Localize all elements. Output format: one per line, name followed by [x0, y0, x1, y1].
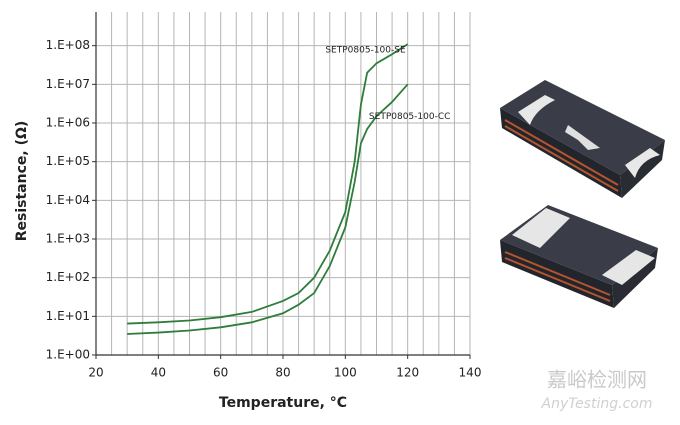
y-axis-title: Resistance, (Ω)	[14, 121, 30, 242]
y-tick-label: 1.E+00	[46, 348, 90, 362]
y-tick-label: 1.E+08	[46, 38, 90, 52]
watermark-cn: 嘉峪检测网	[547, 368, 647, 392]
series-line	[127, 43, 409, 325]
series-line	[127, 83, 409, 335]
x-tick-label: 120	[396, 366, 419, 380]
x-tick-label: 60	[213, 366, 228, 380]
product-image	[500, 80, 665, 308]
y-tick-label: 1.E+02	[46, 270, 90, 284]
series-label: SETP0805-100-CC	[369, 112, 450, 122]
y-tick-label: 1.E+01	[46, 309, 90, 323]
x-axis-title: Temperature, °C	[219, 395, 347, 411]
x-tick-label: 20	[88, 366, 103, 380]
x-tick-label: 100	[334, 366, 357, 380]
series-label: SETP0805-100-SE	[325, 46, 406, 56]
x-tick-label: 40	[151, 366, 166, 380]
y-tick-label: 1.E+04	[46, 193, 90, 207]
y-tick-label: 1.E+07	[46, 77, 90, 91]
y-tick-label: 1.E+06	[46, 116, 90, 130]
watermark-en: AnyTesting.com	[541, 396, 653, 412]
y-tick-label: 1.E+03	[46, 232, 90, 246]
y-tick-label: 1.E+05	[46, 154, 90, 168]
x-tick-label: 140	[459, 366, 482, 380]
x-tick-label: 80	[275, 366, 290, 380]
